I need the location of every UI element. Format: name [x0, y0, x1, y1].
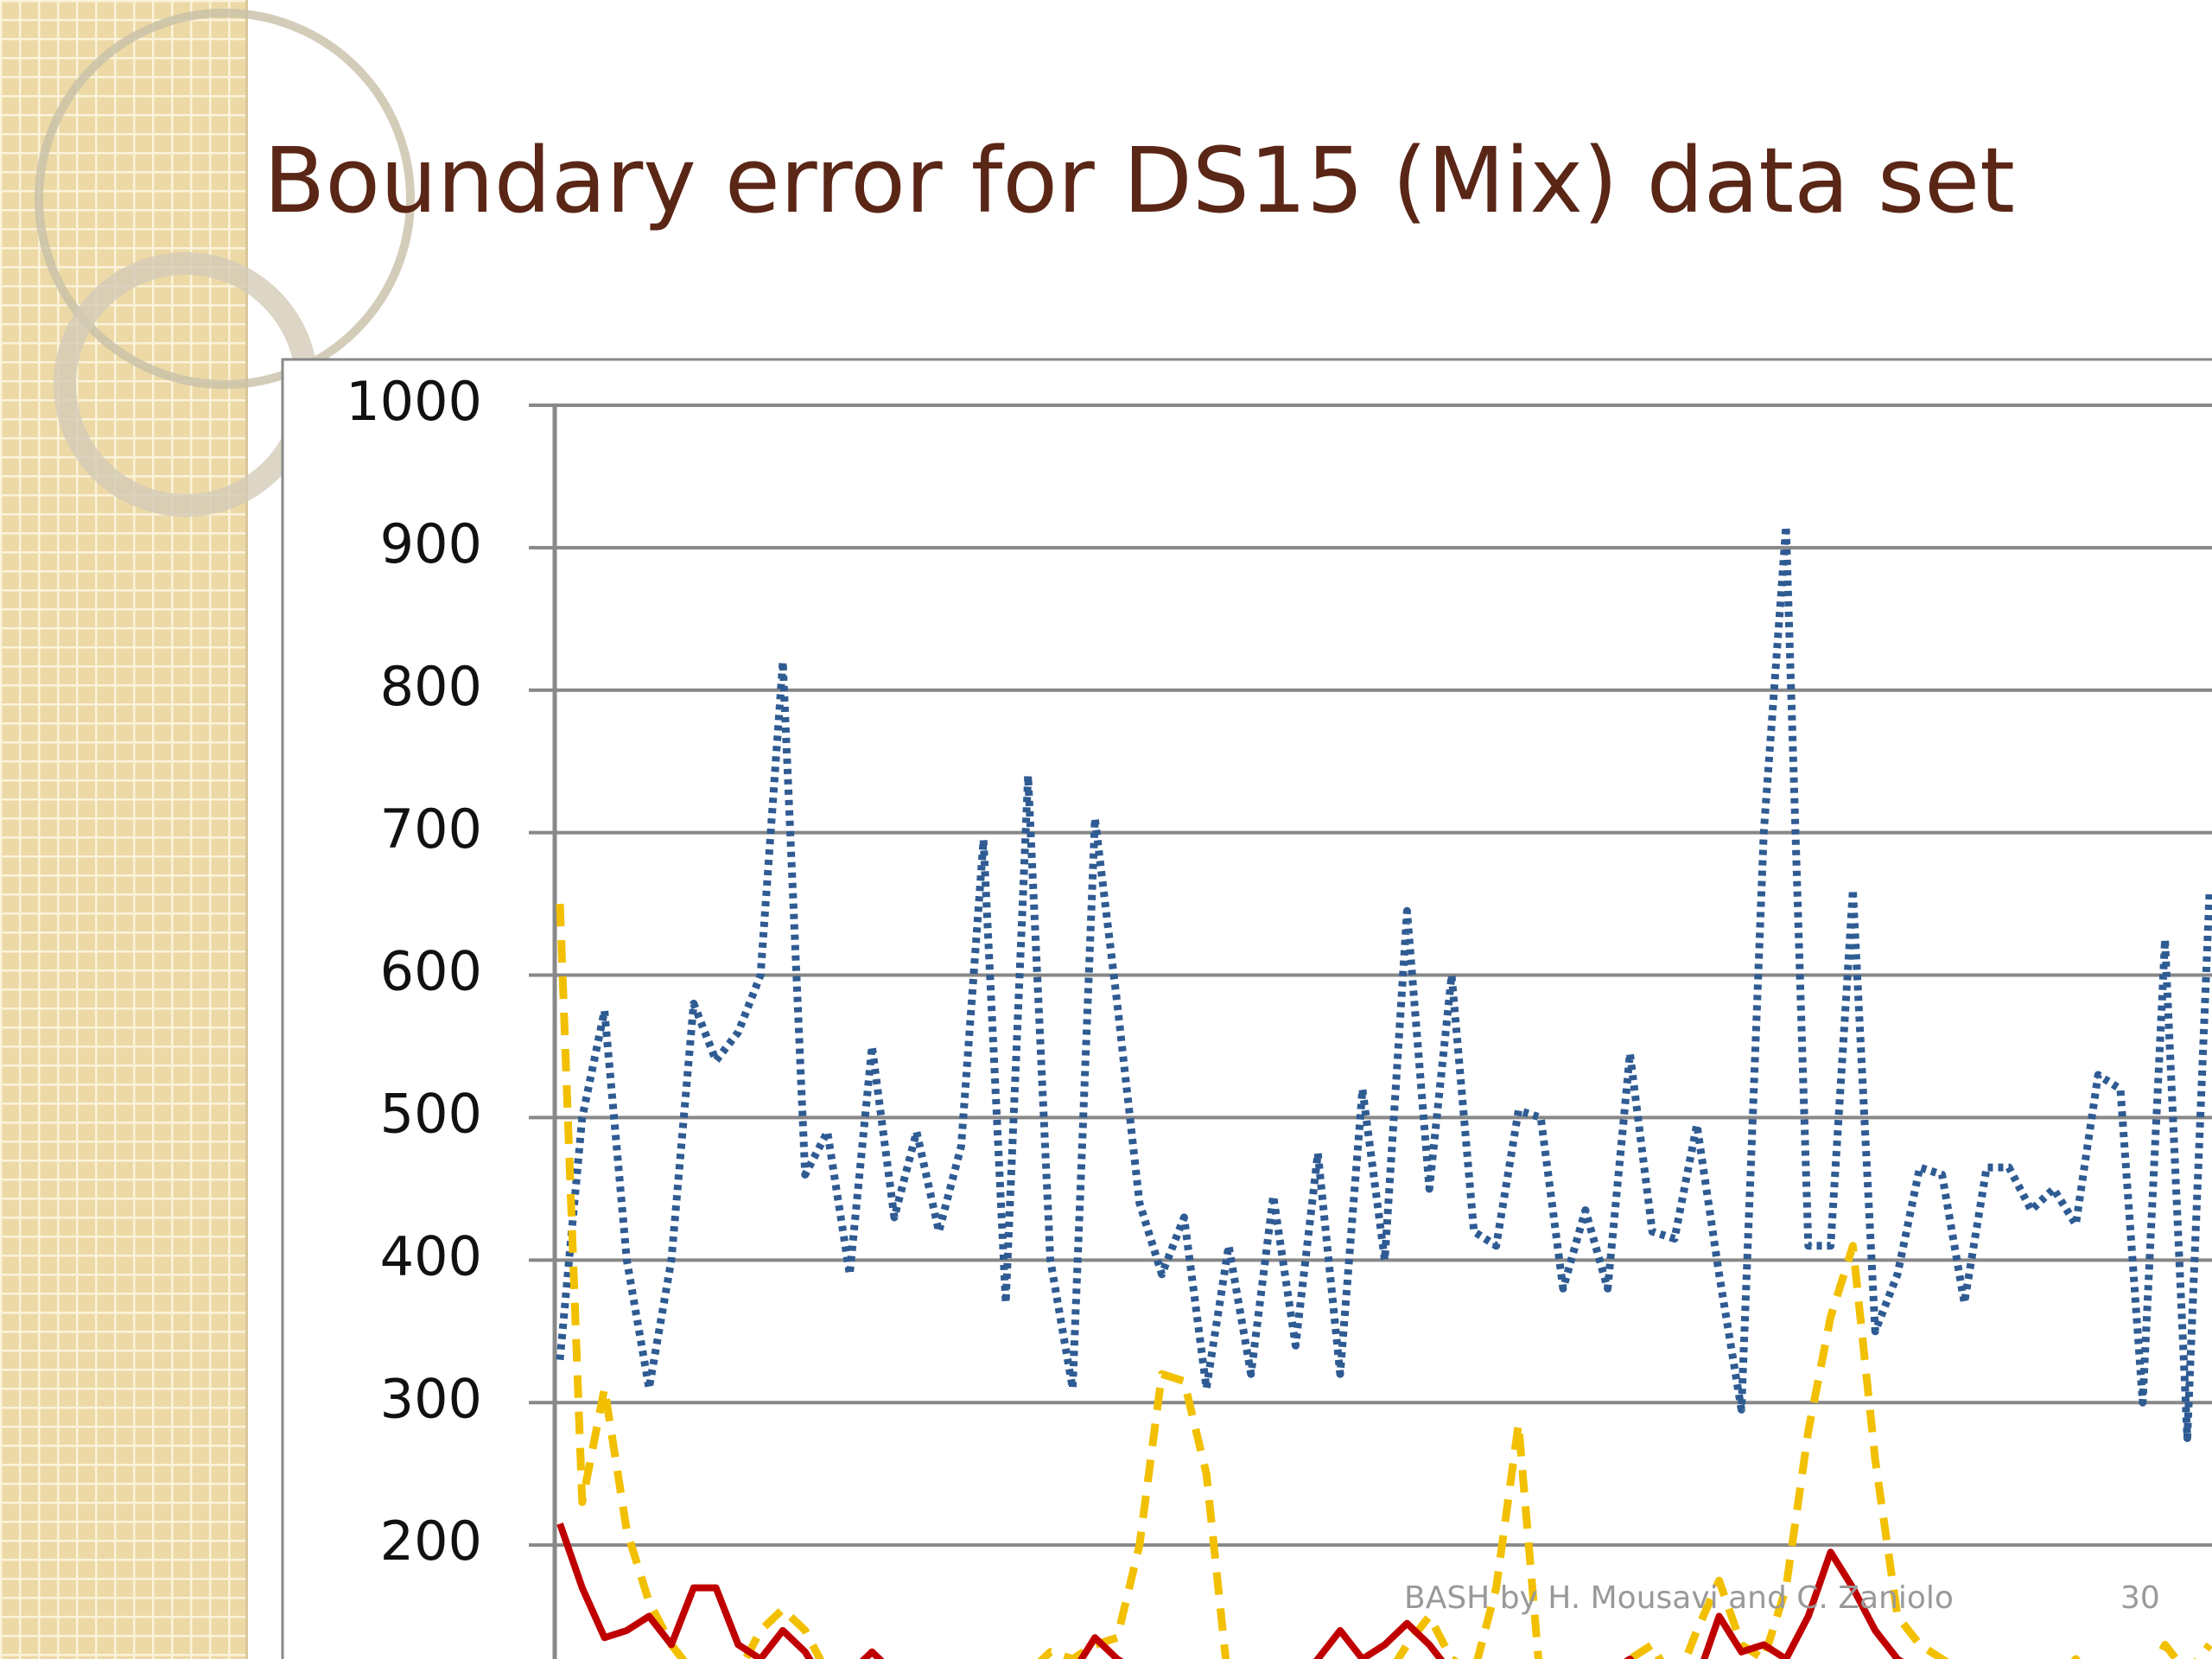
y-tick-label: 700 [380, 798, 482, 861]
series-line [556, 1522, 1904, 1659]
footer: BASH by H. Mousavi and C. Zaniolo [1404, 1580, 1954, 1616]
y-tick-label: 200 [380, 1510, 482, 1573]
y-tick-label: 600 [380, 940, 482, 1003]
side-strip [0, 0, 245, 1659]
series-line [556, 903, 2212, 1659]
deco-circle [35, 9, 415, 389]
series-line [556, 522, 2212, 1442]
page-number: 30 [2120, 1580, 2160, 1616]
plot-area [556, 522, 2212, 1659]
slide-title: Boundary error for DS15 (Mix) data set [264, 128, 2015, 233]
strip-edge [245, 0, 248, 1659]
y-tick-label: 800 [380, 655, 482, 718]
y-tick-label: 300 [380, 1367, 482, 1430]
y-tick-label: 400 [380, 1224, 482, 1287]
y-tick-label: 1000 [346, 370, 482, 433]
chart-frame [281, 358, 2212, 1659]
y-tick-label: 900 [380, 512, 482, 575]
chart: 200 300 400 500 600 700 800 900 1000 [346, 370, 2212, 1659]
y-tick-label: 500 [380, 1083, 482, 1146]
